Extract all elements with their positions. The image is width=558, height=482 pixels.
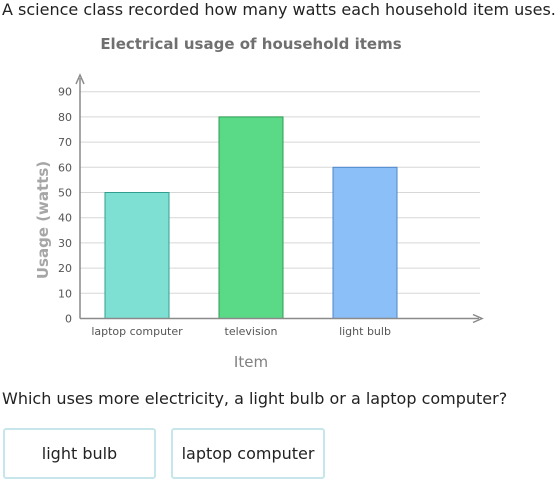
y-tick-label: 0 <box>65 313 72 326</box>
question-text: Which uses more electricity, a light bul… <box>2 389 508 408</box>
y-tick-label: 20 <box>58 262 72 275</box>
choice-light-bulb-button[interactable]: light bulb <box>3 428 156 479</box>
axes <box>75 73 484 324</box>
intro-text: A science class recorded how many watts … <box>2 0 556 19</box>
y-tick-label: 80 <box>58 111 72 124</box>
y-tick-label: 70 <box>58 136 72 149</box>
y-tick-label: 60 <box>58 161 72 174</box>
y-tick-label: 30 <box>58 237 72 250</box>
bar-chart: Electrical usage of household items 0 10 2… <box>34 35 484 371</box>
bar <box>104 192 170 319</box>
bar <box>218 116 284 320</box>
y-axis-arrow <box>75 73 85 85</box>
y-tick-label: 50 <box>58 187 72 200</box>
chart-title: Electrical usage of household items <box>100 35 401 53</box>
x-tick-label: laptop computer <box>91 325 183 338</box>
x-axis-arrow <box>472 313 484 324</box>
x-tick-labels: laptop computer television light bulb <box>91 325 391 338</box>
y-tick-label: 90 <box>58 86 72 99</box>
y-tick-label: 10 <box>58 287 72 300</box>
bar <box>332 166 398 319</box>
y-tick-labels: 0 10 20 30 40 50 60 70 80 90 <box>58 86 72 326</box>
x-tick-label: light bulb <box>339 325 391 338</box>
bars <box>104 116 398 320</box>
x-axis-label: Item <box>234 353 268 371</box>
x-tick-label: television <box>225 325 278 338</box>
y-axis-label: Usage (watts) <box>34 161 52 279</box>
y-tick-label: 40 <box>58 212 72 225</box>
choice-laptop-computer-button[interactable]: laptop computer <box>171 428 325 479</box>
